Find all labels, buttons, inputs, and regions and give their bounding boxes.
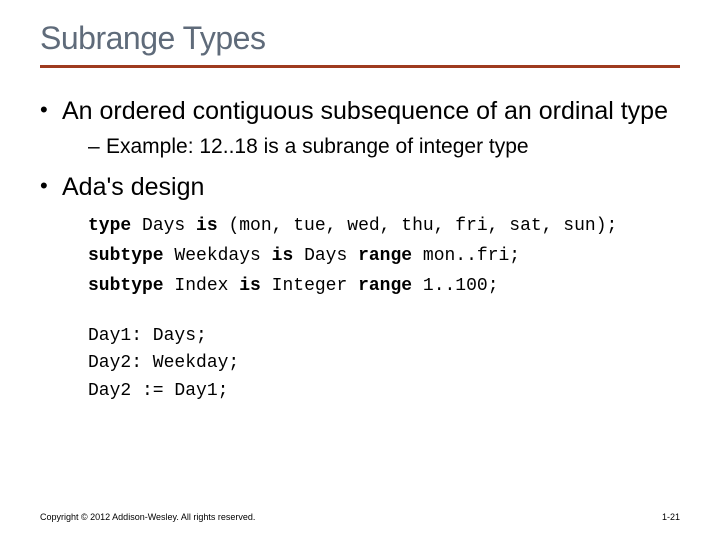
code-text: Index <box>164 276 240 296</box>
code-text: Days <box>131 216 196 236</box>
decl-line: Day1: Days; <box>88 326 207 346</box>
bullet-list: An ordered contiguous subsequence of an … <box>40 96 680 203</box>
declaration-block: Day1: Days; Day2: Weekday; Day2 := Day1; <box>88 323 680 407</box>
code-keyword: subtype <box>88 246 164 266</box>
title-rule <box>40 65 680 68</box>
copyright-footer: Copyright © 2012 Addison-Wesley. All rig… <box>40 512 255 522</box>
sub-text: Example: 12..18 is a subrange of integer… <box>106 135 529 158</box>
code-text: Days <box>293 246 358 266</box>
slide: Subrange Types An ordered contiguous sub… <box>0 0 720 540</box>
code-keyword: is <box>196 216 218 236</box>
sub-item: Example: 12..18 is a subrange of integer… <box>88 133 680 161</box>
code-text: mon..fri; <box>412 246 520 266</box>
code-text: Weekdays <box>164 246 272 266</box>
code-keyword: type <box>88 216 131 236</box>
bullet-item: An ordered contiguous subsequence of an … <box>40 96 680 162</box>
code-keyword: subtype <box>88 276 164 296</box>
bullet-item: Ada's design <box>40 172 680 203</box>
code-text: (mon, tue, wed, thu, fri, sat, sun); <box>218 216 618 236</box>
bullet-text: An ordered contiguous subsequence of an … <box>62 97 668 125</box>
code-text: Integer <box>261 276 358 296</box>
code-keyword: is <box>239 276 261 296</box>
code-block: type Days is (mon, tue, wed, thu, fri, s… <box>88 211 680 301</box>
bullet-text: Ada's design <box>62 173 204 201</box>
sub-list: Example: 12..18 is a subrange of integer… <box>88 133 680 161</box>
page-number: 1-21 <box>662 512 680 522</box>
code-keyword: range <box>358 246 412 266</box>
slide-title: Subrange Types <box>40 20 680 57</box>
code-text: 1..100; <box>412 276 498 296</box>
code-keyword: is <box>272 246 294 266</box>
decl-line: Day2 := Day1; <box>88 381 228 401</box>
decl-line: Day2: Weekday; <box>88 353 239 373</box>
code-keyword: range <box>358 276 412 296</box>
